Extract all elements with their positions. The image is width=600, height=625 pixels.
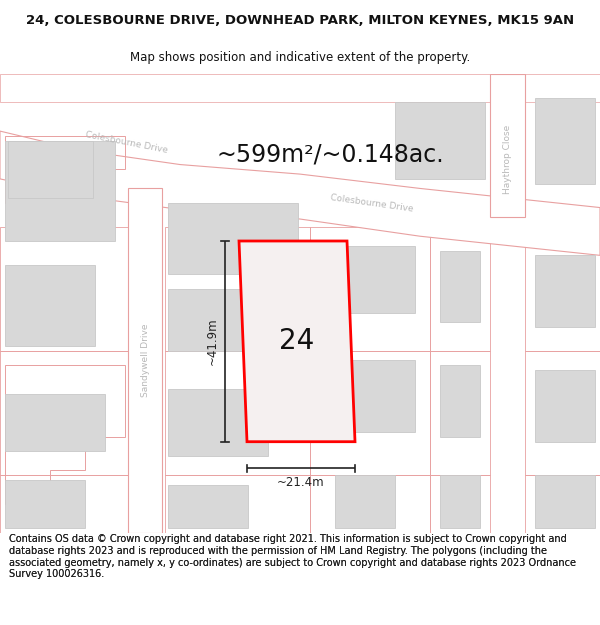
Bar [0,475,128,532]
Text: ~21.4m: ~21.4m [277,476,325,489]
Bar [335,246,415,312]
Bar [128,189,162,532]
Text: Colesbourne Drive: Colesbourne Drive [85,130,169,155]
Bar [165,475,310,532]
Bar [5,265,95,346]
Text: Sandywell Drive: Sandywell Drive [140,324,149,398]
Text: ~41.9m: ~41.9m [206,318,219,365]
Bar [430,475,490,532]
Text: Colesbourne Drive: Colesbourne Drive [330,194,414,214]
Bar [535,98,595,184]
Polygon shape [239,241,355,442]
Bar [440,251,480,322]
Text: ~599m²/~0.148ac.: ~599m²/~0.148ac. [216,143,444,167]
Bar [440,365,480,437]
Text: 24, COLESBOURNE DRIVE, DOWNHEAD PARK, MILTON KEYNES, MK15 9AN: 24, COLESBOURNE DRIVE, DOWNHEAD PARK, MI… [26,14,574,27]
Bar [0,74,600,102]
Bar [310,351,430,475]
Text: Map shows position and indicative extent of the property.: Map shows position and indicative extent… [130,51,470,64]
Bar [525,227,600,351]
Bar [168,485,248,528]
Text: Haythrop Close: Haythrop Close [503,125,512,194]
Text: Contains OS data © Crown copyright and database right 2021. This information is : Contains OS data © Crown copyright and d… [9,534,576,579]
Bar [310,475,430,532]
Bar [0,351,128,475]
Bar [310,227,430,351]
Bar [8,141,93,198]
Bar [168,289,268,351]
Bar [5,480,85,528]
Bar [0,227,128,351]
Text: Contains OS data © Crown copyright and database right 2021. This information is : Contains OS data © Crown copyright and d… [9,534,576,579]
Bar [168,202,298,274]
Bar [525,475,600,532]
Bar [535,256,595,327]
Bar [165,227,310,351]
Bar [535,475,595,528]
Bar [168,389,268,456]
Bar [335,361,415,432]
Bar [5,394,105,451]
Bar [335,475,395,528]
Bar [535,370,595,442]
Text: 24: 24 [280,328,314,356]
Bar [490,74,525,217]
Bar [430,227,490,351]
Bar [440,475,480,528]
Polygon shape [0,131,600,256]
Bar [5,141,115,241]
Bar [430,351,490,475]
Bar [525,351,600,475]
Bar [165,351,310,475]
Bar [395,102,485,179]
